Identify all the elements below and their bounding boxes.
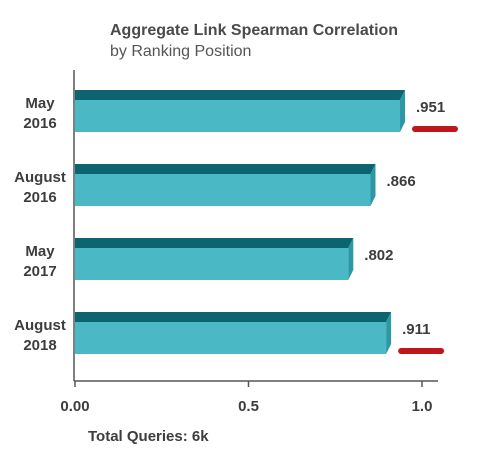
bar-value-label: .802 <box>364 247 393 264</box>
category-label-line2: 2018 <box>23 337 56 354</box>
chart-title: Aggregate Link Spearman Correlation <box>110 22 398 39</box>
bar-face <box>75 100 400 132</box>
bar-face <box>75 248 349 280</box>
footer-total-queries: Total Queries: 6k <box>88 428 209 445</box>
bar-value-label: .911 <box>402 321 430 338</box>
category-label-line2: 2017 <box>23 263 56 280</box>
bar-face <box>75 322 387 354</box>
bar-top-band <box>75 312 392 322</box>
bar-value-label: .866 <box>387 173 416 190</box>
category-label-line1: May <box>25 95 55 112</box>
bar-3 <box>75 312 392 354</box>
category-label-line1: August <box>14 317 66 334</box>
x-tick-label: 0.00 <box>60 398 89 415</box>
x-ticks-group: 0.00 0.5 1.0 <box>60 381 432 415</box>
bar-side <box>348 238 354 280</box>
category-label-line2: 2016 <box>23 189 56 206</box>
bar-top-band <box>75 164 376 174</box>
bar-value-label: .951 <box>416 99 445 116</box>
x-tick-label: 1.0 <box>412 398 433 415</box>
bars-group: .951 .866 .802 .911 <box>75 90 458 354</box>
bar-side <box>386 312 392 354</box>
category-label-line1: August <box>14 169 66 186</box>
category-label-line2: 2016 <box>23 115 56 132</box>
category-label-line1: May <box>25 243 55 260</box>
bar-top-band <box>75 238 354 248</box>
bar-1 <box>75 164 376 206</box>
bar-0 <box>75 90 405 132</box>
bar-top-band <box>75 90 405 100</box>
chart-subtitle: by Ranking Position <box>110 43 251 60</box>
bar-face <box>75 174 371 206</box>
bar-2 <box>75 238 354 280</box>
x-tick-label: 0.5 <box>238 398 259 415</box>
bar-side <box>399 90 405 132</box>
bar-side <box>370 164 376 206</box>
category-labels-group: May 2016 August 2016 May 2017 August 2018 <box>14 95 66 354</box>
